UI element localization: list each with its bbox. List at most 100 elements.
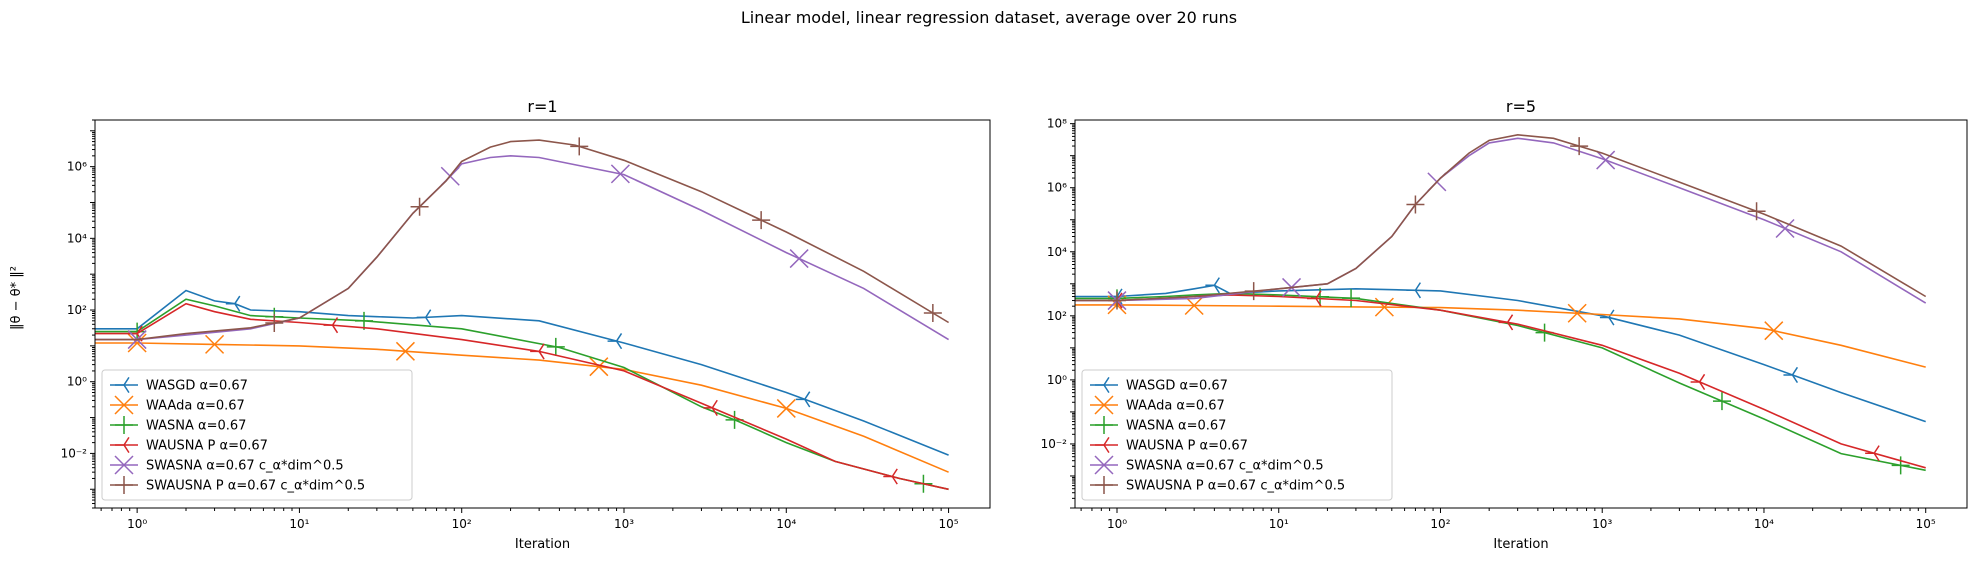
- legend-marker: [114, 455, 134, 475]
- data-point-marker: [1244, 282, 1263, 301]
- legend-label: WASNA α=0.67: [1126, 419, 1226, 434]
- data-point-marker: [923, 303, 942, 322]
- series-line-wasgd: [1075, 284, 1926, 423]
- series-group: [1075, 133, 1927, 475]
- data-point-marker: [703, 399, 718, 416]
- series-line-wasna: [95, 298, 949, 491]
- axes-frame: [1074, 119, 1968, 509]
- legend-item: WASGD α=0.67: [110, 376, 248, 394]
- legend-marker: [1095, 476, 1113, 494]
- legend-label: WASGD α=0.67: [1126, 379, 1228, 394]
- x-tick-label: 10⁵: [1916, 517, 1936, 531]
- x-tick-label: 10²: [452, 517, 472, 531]
- chart-title: r=5: [1506, 97, 1536, 116]
- legend-marker: [114, 395, 134, 415]
- x-tick-label: 10⁴: [776, 517, 796, 531]
- y-tick-label: 10²: [1047, 309, 1067, 323]
- legend-item: WAAda α=0.67: [110, 395, 245, 415]
- data-point-marker: [1690, 373, 1706, 391]
- x-tick-label: 10⁰: [1107, 517, 1127, 531]
- x-tick-label: 10¹: [1269, 517, 1289, 531]
- series-line-swasna: [1075, 137, 1927, 304]
- x-axis-label: Iteration: [515, 537, 570, 552]
- legend: WASGD α=0.67 WAAda α=0.67 WASNA α=0.67 WAUS…: [1081, 369, 1393, 501]
- legend-marker: [1095, 376, 1110, 394]
- y-tick-label: 10⁰: [67, 375, 87, 389]
- legend-label: WAUSNA P α=0.67: [1126, 439, 1248, 454]
- x-tick-label: 10³: [614, 517, 634, 531]
- legend-item: SWAUSNA P α=0.67 c_α*dim^0.5: [110, 476, 365, 494]
- series-line-swausna: [1075, 133, 1927, 302]
- data-point-marker: [1567, 303, 1587, 323]
- legend-item: WASNA α=0.67: [110, 416, 246, 434]
- data-point-marker: [1498, 314, 1514, 331]
- data-point-marker: [395, 341, 415, 361]
- data-point-marker: [323, 317, 339, 334]
- data-point-marker: [752, 211, 771, 230]
- legend-marker: [1095, 436, 1110, 454]
- legend-label: WAAda α=0.67: [1126, 399, 1225, 414]
- data-point-marker: [1764, 321, 1784, 341]
- series-line-wasgd: [95, 289, 949, 456]
- data-point-marker: [1891, 456, 1910, 475]
- data-point-marker: [127, 333, 147, 353]
- data-point-marker: [355, 311, 374, 330]
- legend-marker: [115, 436, 130, 454]
- series-line-wasna: [1075, 292, 1926, 472]
- legend-label: WASNA α=0.67: [146, 419, 246, 434]
- x-tick-label: 10⁴: [1754, 517, 1774, 531]
- x-tick-label: 10⁰: [127, 517, 147, 531]
- plot-area: 10⁰ 10¹ 10² 10³ 10⁴ 10⁵ 10⁻² 10⁰ 10² 10⁴ 10⁶: [61, 119, 991, 531]
- legend-marker: [1094, 395, 1114, 415]
- series-line-wausna: [95, 302, 949, 491]
- data-point-marker: [589, 357, 609, 377]
- x-tick-label: 10²: [1430, 517, 1450, 531]
- data-point-marker: [1205, 277, 1220, 294]
- data-point-marker: [776, 398, 796, 418]
- y-tick-label: 10⁴: [1047, 245, 1067, 259]
- legend-item: WAUSNA P α=0.67: [110, 436, 268, 454]
- legend-item: WASNA α=0.67: [1090, 416, 1226, 434]
- y-tick-label: 10²: [67, 303, 87, 317]
- data-point-marker: [789, 249, 809, 269]
- data-point-marker: [607, 333, 623, 350]
- legend-box: [1081, 369, 1393, 501]
- data-point-marker: [1865, 445, 1880, 462]
- data-point-marker: [1307, 290, 1322, 307]
- legend-box: [101, 369, 413, 501]
- plot-area: 10⁰ 10¹ 10² 10³ 10⁴ 10⁵ 10⁻² 10⁰ 10² 10⁴ 10⁶ 10⁸: [1041, 117, 1968, 531]
- legend-marker: [115, 416, 133, 434]
- data-point-marker: [416, 309, 432, 326]
- legend-item: WASGD α=0.67: [1090, 376, 1228, 394]
- legend-item: WAAda α=0.67: [1090, 395, 1225, 415]
- data-point-marker: [1783, 366, 1799, 384]
- data-point-marker: [570, 137, 589, 156]
- data-point-marker: [1406, 282, 1422, 299]
- legend-label: SWAUSNA P α=0.67 c_α*dim^0.5: [146, 479, 365, 494]
- series-line-swasna: [95, 154, 950, 341]
- y-tick-label: 10⁰: [1047, 373, 1067, 387]
- x-tick-label: 10¹: [289, 517, 309, 531]
- legend-item: SWAUSNA P α=0.67 c_α*dim^0.5: [1090, 476, 1345, 494]
- data-point-marker: [610, 164, 630, 184]
- data-point-marker: [128, 322, 147, 341]
- y-tick-label: 10⁶: [1047, 181, 1067, 195]
- chart-panel-r1: r=1 Iteration 10⁰ 10¹ 10² 10³ 10⁴ 10⁵10⁻²10⁰1…: [61, 97, 991, 552]
- legend-marker: [115, 376, 130, 394]
- chart-title: r=1: [527, 97, 557, 116]
- legend-label: SWASNA α=0.67 c_α*dim^0.5: [1126, 459, 1324, 474]
- legend-marker: [1095, 416, 1113, 434]
- axes-frame: [94, 119, 991, 509]
- x-axis-label: Iteration: [1493, 537, 1548, 552]
- data-point-marker: [205, 334, 225, 354]
- legend-marker: [115, 476, 133, 494]
- data-point-marker: [410, 197, 429, 216]
- legend-marker: [1094, 455, 1114, 475]
- y-tick-label: 10⁻²: [61, 446, 88, 460]
- data-point-marker: [883, 468, 898, 485]
- legend-label: SWAUSNA P α=0.67 c_α*dim^0.5: [1126, 479, 1345, 494]
- data-point-marker: [1311, 287, 1330, 306]
- figure-suptitle: Linear model, linear regression dataset,…: [741, 8, 1237, 27]
- data-point-marker: [1406, 195, 1425, 214]
- legend-item: SWASNA α=0.67 c_α*dim^0.5: [1090, 455, 1324, 475]
